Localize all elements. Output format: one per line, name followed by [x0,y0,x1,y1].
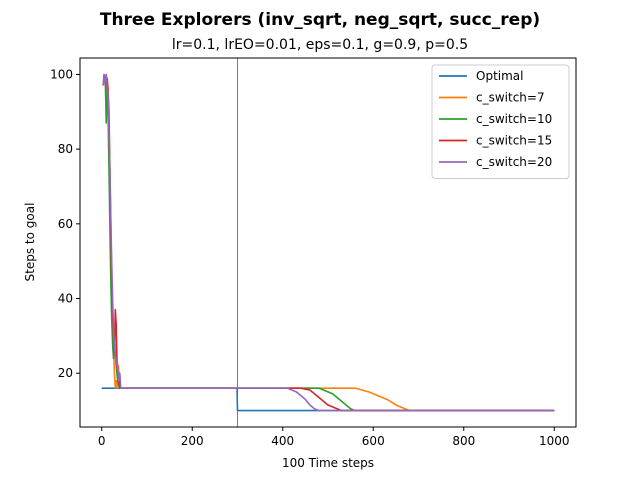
x-tick-label: 800 [452,434,475,448]
plot-area [79,57,577,428]
legend-entry-label: c_switch=7 [476,91,545,105]
x-tick-label: 200 [181,434,204,448]
y-tick-label: 60 [58,217,73,231]
legend-entry-label: c_switch=20 [476,155,552,169]
legend-entry-label: Optimal [476,69,523,83]
x-axis-ticks: 0 200 400 600 800 1000 [98,427,570,448]
x-tick-label: 400 [271,434,294,448]
series-lines [101,73,555,412]
chart-subtitle: lr=0.1, lrEO=0.01, eps=0.1, g=0.9, p=0.5 [172,37,468,53]
y-tick-label: 40 [58,292,73,306]
plot-frame [79,57,577,428]
chart-title: Three Explorers (inv_sqrt, neg_sqrt, suc… [100,10,540,30]
x-tick-label: 600 [362,434,385,448]
legend: Optimal c_switch=7 c_switch=10 c_switch=15c… [431,64,570,179]
legend-box [431,64,570,179]
legend-entry-label: c_switch=15 [476,134,552,148]
y-tick-label: 80 [58,142,73,156]
series-line-4 [102,73,555,412]
y-axis-ticks: 20 40 60 80 100 [50,67,80,380]
y-axis-label: Steps to goal [23,203,37,282]
y-tick-label: 100 [50,67,73,81]
x-tick-label: 0 [98,434,106,448]
x-tick-label: 1000 [539,434,570,448]
x-axis-label: 100 Time steps [282,456,374,470]
y-tick-label: 20 [58,366,73,380]
legend-entry-label: c_switch=10 [476,112,552,126]
